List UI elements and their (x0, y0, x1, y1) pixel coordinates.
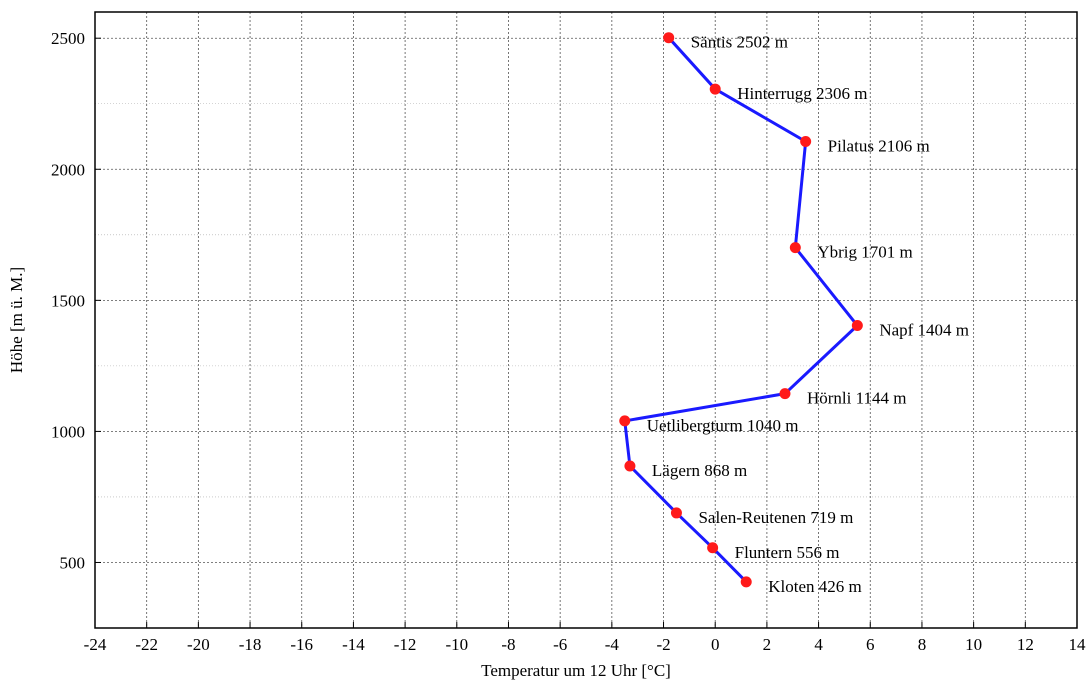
data-points (619, 32, 863, 588)
data-point (619, 415, 631, 427)
x-tick-label: -8 (501, 635, 515, 654)
point-label: Ybrig 1701 m (817, 243, 912, 262)
y-axis-ticks: 500 1000 1500 2000 2500 (51, 29, 101, 572)
point-label: Uetlibergturm 1040 m (647, 416, 799, 435)
x-tick-label: 2 (763, 635, 772, 654)
data-point (663, 32, 675, 44)
x-tick-label: -22 (135, 635, 158, 654)
point-label: Napf 1404 m (879, 321, 969, 340)
x-tick-label: -6 (553, 635, 567, 654)
plot-frame (94, 11, 1078, 629)
data-point (851, 320, 863, 332)
x-tick-label: -2 (656, 635, 670, 654)
x-tick-label: 0 (711, 635, 720, 654)
data-point (740, 576, 752, 588)
data-point (779, 388, 791, 400)
data-point (789, 242, 801, 254)
x-tick-label: 12 (1017, 635, 1034, 654)
x-tick-label: -10 (445, 635, 468, 654)
point-label: Hinterrugg 2306 m (737, 84, 867, 103)
x-tick-label: -20 (187, 635, 210, 654)
x-tick-label: 14 (1069, 635, 1087, 654)
y-tick-label: 1500 (51, 291, 85, 310)
x-tick-label: -4 (605, 635, 620, 654)
x-axis-title: Temperatur um 12 Uhr [°C] (481, 661, 671, 680)
data-point (707, 542, 719, 554)
x-axis-ticks: -24 -22 -20 -18 -16 -14 -12 -10 -8 -6 -4 -2 0 2 4 6 8 10 1… (84, 622, 1086, 654)
point-label: Säntis 2502 m (691, 33, 788, 52)
y-tick-label: 500 (60, 553, 86, 572)
y-axis-title: Höhe [m ü. M.] (7, 267, 26, 373)
x-tick-label: -14 (342, 635, 365, 654)
point-label: Salen-Reutenen 719 m (698, 508, 853, 527)
x-tick-label: 6 (866, 635, 875, 654)
y-tick-label: 2000 (51, 160, 85, 179)
temperature-profile-line (623, 36, 859, 583)
data-point (670, 507, 682, 519)
point-label: Lägern 868 m (652, 461, 747, 480)
x-tick-label: -24 (84, 635, 107, 654)
x-tick-label: -12 (394, 635, 417, 654)
grid (95, 12, 1077, 628)
x-tick-label: 10 (965, 635, 982, 654)
x-tick-label: -16 (290, 635, 313, 654)
point-label: Kloten 426 m (768, 577, 862, 596)
data-point (709, 83, 721, 95)
point-label: Hörnli 1144 m (807, 389, 906, 408)
data-point (624, 460, 636, 472)
data-point (800, 135, 812, 147)
x-tick-label: 8 (918, 635, 927, 654)
y-tick-label: 2500 (51, 29, 85, 48)
point-label: Pilatus 2106 m (828, 136, 930, 155)
x-tick-label: 4 (814, 635, 823, 654)
x-tick-label: -18 (239, 635, 262, 654)
y-tick-label: 1000 (51, 422, 85, 441)
point-labels: Säntis 2502 m Hinterrugg 2306 m Pilatus 21… (647, 33, 969, 596)
point-label: Fluntern 556 m (735, 543, 840, 562)
